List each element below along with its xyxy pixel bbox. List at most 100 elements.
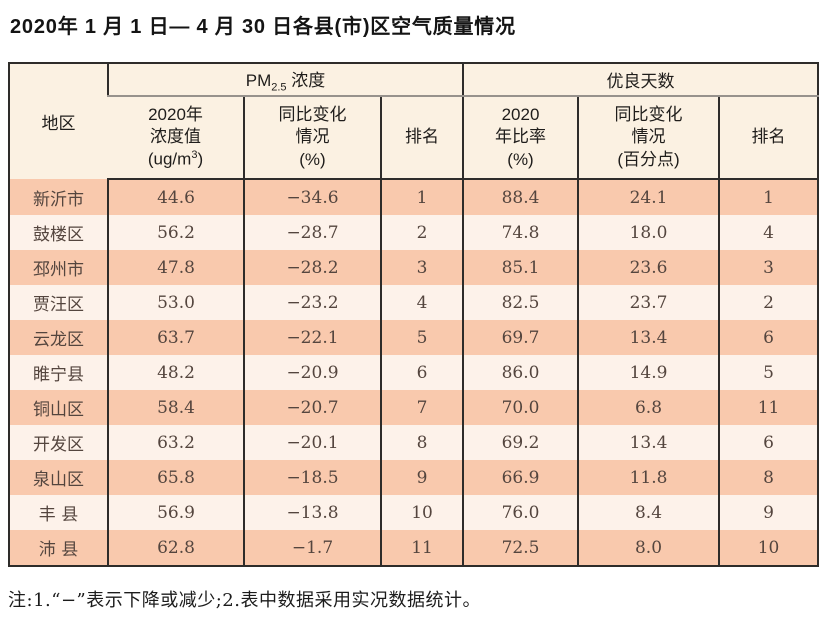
good-change-cell: 11.8 [577,460,720,495]
pm-change-cell: −22.1 [243,320,381,355]
good-rank-cell: 6 [718,320,819,355]
pm25-label-suffix: 浓度 [286,70,326,90]
good-change-cell: 23.6 [577,250,720,285]
good-ratio-cell: 82.5 [462,285,579,320]
good-rank-cell: 11 [718,390,819,425]
region-cell: 铜山区 [9,390,108,425]
pm-change-cell: −34.6 [243,179,381,215]
good-ratio-cell: 76.0 [462,495,579,530]
pm-rank-cell: 3 [379,250,464,285]
pm-rank-cell: 7 [379,390,464,425]
table-row: 贾汪区 53.0 −23.2 4 82.5 23.7 2 [9,285,819,320]
good-ratio-cell: 70.0 [462,390,579,425]
good-change-cell: 13.4 [577,320,720,355]
good-days-group-header: 优良天数 [462,63,819,97]
pm-value-cell: 63.2 [107,425,244,460]
footnote: 注:1.“−”表示下降或减少;2.表中数据采用实况数据统计。 [8,590,481,611]
good-change-cell: 13.4 [577,425,720,460]
good-rank-cell: 9 [718,495,819,530]
pm-rank-cell: 2 [379,215,464,250]
pm-change-cell: −20.1 [243,425,381,460]
pm-change-cell: −1.7 [243,530,381,566]
region-cell: 贾汪区 [9,285,108,320]
good-change-cell: 14.9 [577,355,720,390]
good-ratio-cell: 85.1 [462,250,579,285]
good-rank-cell: 8 [718,460,819,495]
pm-rank-cell: 4 [379,285,464,320]
pm-value-cell: 58.4 [107,390,244,425]
good-change-cell: 24.1 [577,179,720,215]
pm-change-cell: −28.2 [243,250,381,285]
good-ratio-cell: 69.2 [462,425,579,460]
good-change-cell: 23.7 [577,285,720,320]
pm-value-cell: 44.6 [107,179,244,215]
pm-rank-cell: 11 [379,530,464,566]
good-change-column-header: 同比变化 情况 (百分点) [577,96,720,180]
good-ratio-cell: 72.5 [462,530,579,566]
pm-rank-cell: 10 [379,495,464,530]
pm-rank-cell: 9 [379,460,464,495]
good-ratio-cell: 66.9 [462,460,579,495]
pm-rank-cell: 1 [379,179,464,215]
page-title: 2020年 1 月 1 日— 4 月 30 日各县(市)区空气质量情况 [10,16,516,38]
pm-value-cell: 47.8 [107,250,244,285]
pm-rank-cell: 5 [379,320,464,355]
good-change-cell: 6.8 [577,390,720,425]
region-cell: 鼓楼区 [9,215,108,250]
table-header: 地区 PM2.5 浓度 优良天数 2020年 浓度值 (ug/m3) 同比变化 … [9,63,819,180]
region-cell: 开发区 [9,425,108,460]
table-row: 丰 县 56.9 −13.8 10 76.0 8.4 9 [9,495,819,530]
pm25-group-header: PM2.5 浓度 [106,63,464,97]
good-change-cell: 18.0 [577,215,720,250]
good-rank-cell: 4 [718,215,819,250]
table-row: 鼓楼区 56.2 −28.7 2 74.8 18.0 4 [9,215,819,250]
pm-value-cell: 56.9 [107,495,244,530]
good-change-cell: 8.4 [577,495,720,530]
good-ratio-column-header: 2020 年比率 (%) [462,96,579,180]
region-column-header: 地区 [9,63,108,179]
good-rank-cell: 1 [718,179,819,215]
region-cell: 云龙区 [9,320,108,355]
table-row: 铜山区 58.4 −20.7 7 70.0 6.8 11 [9,390,819,425]
pm25-label-prefix: PM [245,70,272,90]
sub-header-row: 2020年 浓度值 (ug/m3) 同比变化 情况 (%) 排名 2020 年比… [9,96,819,180]
good-ratio-cell: 86.0 [462,355,579,390]
pm-change-cell: −13.8 [243,495,381,530]
table-body: 新沂市 44.6 −34.6 1 88.4 24.1 1 鼓楼区 56.2 −2… [9,179,819,566]
pm-change-cell: −23.2 [243,285,381,320]
good-ratio-cell: 69.7 [462,320,579,355]
pm-value-cell: 56.2 [107,215,244,250]
region-cell: 丰 县 [9,495,108,530]
table-row: 新沂市 44.6 −34.6 1 88.4 24.1 1 [9,179,819,215]
region-cell: 新沂市 [9,179,108,215]
pm-change-cell: −20.9 [243,355,381,390]
region-cell: 邳州市 [9,250,108,285]
good-rank-cell: 6 [718,425,819,460]
cubic-superscript: 3 [191,149,198,162]
region-cell: 沛 县 [9,530,108,566]
table-row: 沛 县 62.8 −1.7 11 72.5 8.0 10 [9,530,819,566]
region-cell: 泉山区 [9,460,108,495]
pm-change-cell: −18.5 [243,460,381,495]
air-quality-table: 地区 PM2.5 浓度 优良天数 2020年 浓度值 (ug/m3) 同比变化 … [8,62,820,567]
good-change-cell: 8.0 [577,530,720,566]
good-ratio-cell: 74.8 [462,215,579,250]
group-header-row: 地区 PM2.5 浓度 优良天数 [9,63,819,179]
pm-value-column-header: 2020年 浓度值 (ug/m3) [108,96,244,180]
good-rank-cell: 2 [718,285,819,320]
region-cell: 睢宁县 [9,355,108,390]
good-ratio-cell: 88.4 [462,179,579,215]
good-rank-cell: 3 [718,250,819,285]
table-row: 开发区 63.2 −20.1 8 69.2 13.4 6 [9,425,819,460]
pm-value-cell: 63.7 [107,320,244,355]
table-row: 云龙区 63.7 −22.1 5 69.7 13.4 6 [9,320,819,355]
good-rank-cell: 10 [718,530,819,566]
pm-rank-column-header: 排名 [379,96,464,180]
pm-value-cell: 53.0 [107,285,244,320]
pm-value-cell: 62.8 [107,530,244,566]
pm25-subscript: 2.5 [271,81,287,94]
table-row: 邳州市 47.8 −28.2 3 85.1 23.6 3 [9,250,819,285]
pm-rank-cell: 6 [379,355,464,390]
pm-value-cell: 65.8 [107,460,244,495]
